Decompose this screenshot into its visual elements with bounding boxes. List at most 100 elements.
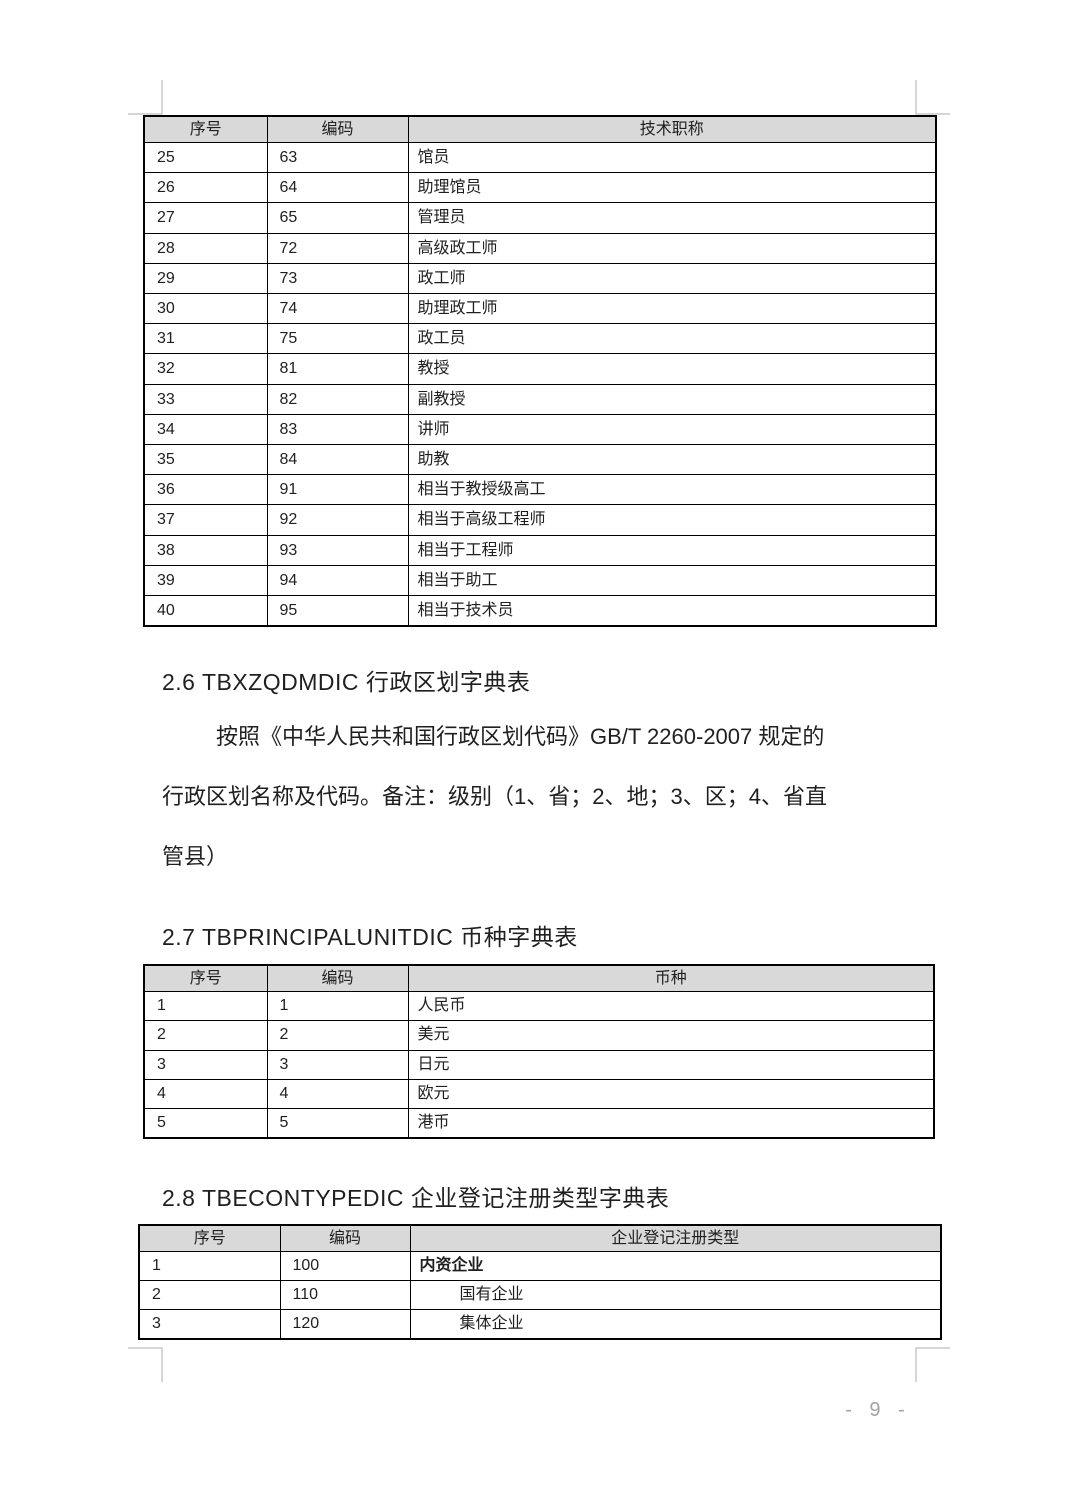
- table-cell: 讲师: [407, 413, 937, 446]
- table-cell: 欧元: [407, 1078, 935, 1110]
- crop-mark-bottom-left-icon: [128, 1347, 163, 1382]
- crop-mark-bottom-right-icon: [915, 1347, 950, 1382]
- table-cell: 3: [266, 1049, 409, 1080]
- table-cell: 92: [266, 504, 409, 536]
- table-cell: 国有企业: [409, 1280, 942, 1310]
- table-cell: 36: [143, 474, 268, 506]
- table-cell: 人民币: [407, 990, 935, 1022]
- table-cell: 38: [143, 534, 268, 566]
- table-header-row: 序号 编码 币种: [143, 964, 935, 992]
- table-cell: 94: [266, 564, 409, 597]
- table-cell: 3: [143, 1049, 268, 1080]
- table-cell: 110: [279, 1280, 411, 1310]
- table-row: 2 110 国有企业: [138, 1280, 942, 1310]
- column-header-seq: 序号: [138, 1224, 281, 1252]
- tech-titles-table: 序号 编码 技术职称 25 63 馆员 26 64 助理馆员 27 65 管理员 28 72 高级政工…: [143, 115, 937, 628]
- table-cell: 5: [266, 1108, 409, 1139]
- paragraph-line: 按照《中华人民共和国行政区划代码》GB/T 2260-2007 规定的: [216, 724, 825, 749]
- page-number: - 9 -: [845, 1399, 911, 1421]
- table-row: 38 93 相当于工程师: [143, 534, 937, 566]
- table-row: 30 74 助理政工师: [143, 293, 937, 325]
- table-cell: 馆员: [407, 141, 937, 174]
- table-cell: 2: [138, 1280, 281, 1310]
- econ-type-table: 序号 编码 企业登记注册类型 1 100 内资企业 2 110 国有企业 3 120 集体企业: [138, 1224, 942, 1340]
- table-row: 36 91 相当于教授级高工: [143, 474, 937, 506]
- table-header-row: 序号 编码 企业登记注册类型: [138, 1224, 942, 1252]
- table-cell: 相当于助工: [407, 564, 937, 597]
- table-cell: 政工员: [407, 323, 937, 355]
- table-cell: 28: [143, 232, 268, 264]
- column-header-code: 编码: [279, 1224, 411, 1252]
- table-cell: 管理员: [407, 202, 937, 234]
- section-heading-2-8: 2.8 TBECONTYPEDIC 企业登记注册类型字典表: [162, 1185, 670, 1211]
- table-row: 33 82 副教授: [143, 383, 937, 415]
- column-header-seq: 序号: [143, 115, 268, 143]
- table-cell: 40: [143, 595, 268, 627]
- table-cell: 相当于教授级高工: [407, 474, 937, 506]
- table-cell: 5: [143, 1108, 268, 1139]
- table-cell: 3: [138, 1309, 281, 1340]
- table-cell: 72: [266, 232, 409, 264]
- table-cell: 91: [266, 474, 409, 506]
- table-cell: 日元: [407, 1049, 935, 1080]
- table-row: 3 3 日元: [143, 1049, 935, 1080]
- table-row: 2 2 美元: [143, 1020, 935, 1051]
- table-cell: 81: [266, 353, 409, 385]
- table-cell: 2: [266, 1020, 409, 1051]
- table-row: 40 95 相当于技术员: [143, 595, 937, 627]
- table-row: 32 81 教授: [143, 353, 937, 385]
- table-cell: 27: [143, 202, 268, 234]
- table-row: 4 4 欧元: [143, 1078, 935, 1110]
- table-cell: 84: [266, 444, 409, 476]
- section-2-6-paragraph: 按照《中华人民共和国行政区划代码》GB/T 2260-2007 规定的 行政区划…: [162, 707, 937, 887]
- section-heading-2-6: 2.6 TBXZQDMDIC 行政区划字典表: [162, 669, 531, 695]
- paragraph-line: 管县）: [162, 844, 229, 869]
- table-cell: 74: [266, 293, 409, 325]
- column-header-code: 编码: [266, 115, 409, 143]
- table-cell: 相当于高级工程师: [407, 504, 937, 536]
- table-cell: 26: [143, 172, 268, 204]
- table-row: 34 83 讲师: [143, 413, 937, 446]
- table-cell: 高级政工师: [407, 232, 937, 264]
- table-row: 37 92 相当于高级工程师: [143, 504, 937, 536]
- table-cell: 政工师: [407, 262, 937, 295]
- table-cell: 港币: [407, 1108, 935, 1139]
- table-cell: 1: [143, 990, 268, 1022]
- table-header-row: 序号 编码 技术职称: [143, 115, 937, 143]
- table-row: 29 73 政工师: [143, 262, 937, 295]
- table-cell: 集体企业: [409, 1309, 942, 1340]
- crop-mark-top-left-icon: [128, 80, 163, 115]
- table-cell: 33: [143, 383, 268, 415]
- table-cell: 95: [266, 595, 409, 627]
- table-cell: 教授: [407, 353, 937, 385]
- table-cell: 34: [143, 413, 268, 446]
- table-row: 27 65 管理员: [143, 202, 937, 234]
- table-cell: 4: [143, 1078, 268, 1110]
- table-row: 31 75 政工员: [143, 323, 937, 355]
- table-cell: 29: [143, 262, 268, 295]
- table-cell: 内资企业: [409, 1251, 942, 1281]
- column-header-title: 技术职称: [407, 115, 937, 143]
- table-cell: 30: [143, 293, 268, 325]
- table-cell: 助教: [407, 444, 937, 476]
- table-row: 3 120 集体企业: [138, 1309, 942, 1340]
- column-header-seq: 序号: [143, 964, 268, 992]
- table-cell: 82: [266, 383, 409, 415]
- table-cell: 39: [143, 564, 268, 597]
- table-row: 26 64 助理馆员: [143, 172, 937, 204]
- table-cell: 2: [143, 1020, 268, 1051]
- table-cell: 美元: [407, 1020, 935, 1051]
- table-cell: 93: [266, 534, 409, 566]
- crop-mark-top-right-icon: [915, 80, 950, 115]
- column-header-currency: 币种: [407, 964, 935, 992]
- table-row: 25 63 馆员: [143, 141, 937, 174]
- table-row: 39 94 相当于助工: [143, 564, 937, 597]
- currency-table: 序号 编码 币种 1 1 人民币 2 2 美元 3 3 日元 4 4 欧元 5 5 港币: [143, 964, 935, 1140]
- table-cell: 副教授: [407, 383, 937, 415]
- table-cell: 64: [266, 172, 409, 204]
- table-row: 35 84 助教: [143, 444, 937, 476]
- table-cell: 助理馆员: [407, 172, 937, 204]
- table-cell: 100: [279, 1251, 411, 1281]
- table-row: 1 100 内资企业: [138, 1251, 942, 1281]
- table-cell: 73: [266, 262, 409, 295]
